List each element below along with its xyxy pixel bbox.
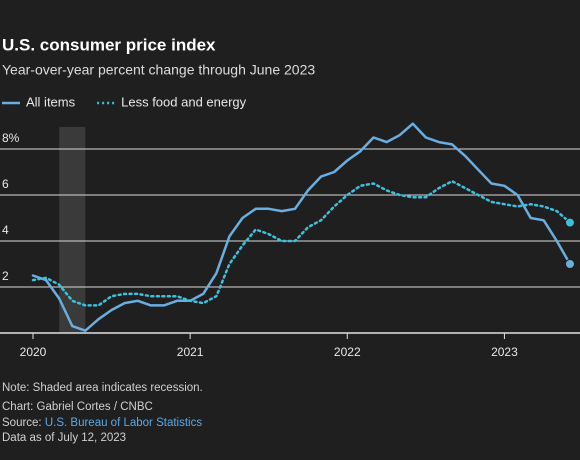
y-tick-label: 8% [2, 131, 20, 145]
note: Note: Shaded area indicates recession. [2, 382, 203, 394]
end-dot [564, 259, 575, 269]
data-date: Data as of July 12, 2023 [2, 432, 126, 444]
series-line [31, 122, 572, 332]
x-tick-label: 2020 [20, 345, 47, 359]
chart-title: U.S. consumer price index [2, 35, 216, 54]
x-tick-label: 2023 [491, 345, 518, 359]
credit: Chart: Gabriel Cortes / CNBC [2, 401, 153, 413]
legend-label: Less food and energy [121, 94, 247, 109]
x-tick-label: 2021 [177, 345, 204, 359]
legend-label: All items [26, 94, 76, 109]
source: Source: U.S. Bureau of Labor Statistics [2, 417, 202, 429]
source-link[interactable]: U.S. Bureau of Labor Statistics [45, 417, 202, 429]
recession-shade [59, 127, 86, 333]
x-tick-label: 2022 [334, 345, 361, 359]
y-tick-label: 6 [2, 177, 9, 191]
end-dot [564, 217, 575, 228]
series-line [31, 179, 572, 307]
y-tick-label: 4 [2, 223, 9, 237]
source-prefix: Source: [2, 417, 42, 429]
chart-subtitle: Year-over-year percent change through Ju… [2, 62, 315, 78]
y-tick-label: 2 [2, 269, 9, 283]
